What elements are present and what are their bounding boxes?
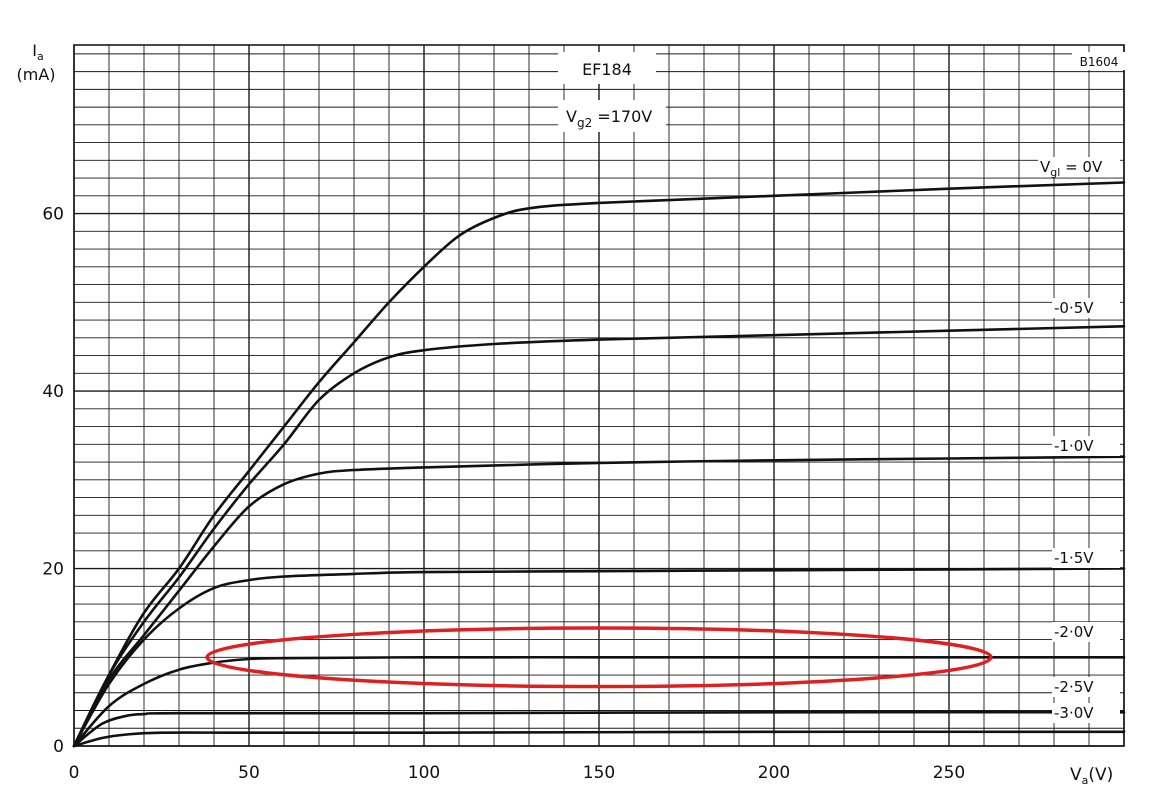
y-axis-label: Ia: [32, 41, 43, 63]
x-tick-label: 250: [933, 763, 965, 783]
curve-label: -1·0V: [1054, 437, 1094, 455]
curve-0: [72, 181, 1126, 748]
grid: [73, 44, 1125, 747]
highlight-ellipse: [205, 626, 993, 689]
x-tick-label: 150: [583, 763, 615, 783]
curve-labels: Vgl = 0V -0·5V -1·0V -1·5V -2·0V -2·5V -3·0V: [1038, 157, 1120, 723]
y-tick-label: 20: [42, 560, 64, 580]
y-tick-label: 0: [53, 737, 64, 757]
condition-box: [558, 100, 666, 132]
title-box: [558, 52, 656, 84]
curve-label: -0·5V: [1054, 299, 1094, 317]
x-tick-label: 200: [758, 763, 790, 783]
curve-label-bg: [1052, 298, 1120, 318]
x-tick-label: 50: [238, 763, 260, 783]
y-tick-label: 60: [42, 205, 64, 225]
curve-label: -2·5V: [1054, 678, 1094, 696]
curve-label-bg: [1052, 436, 1120, 456]
curve-5: [72, 710, 1126, 748]
x-tick-label: 100: [408, 763, 440, 783]
figure-code-box: [1072, 52, 1126, 70]
curve-label-bg: [1052, 677, 1120, 697]
x-axis-label: Va(V): [1070, 765, 1113, 787]
axis-ticks: 0 50 100 150 200 250 0 20 40 60: [42, 205, 965, 783]
curve-1: [72, 325, 1126, 748]
curves: [72, 181, 1126, 748]
curve-label-bg: [1052, 622, 1120, 642]
y-axis-unit: (mA): [16, 65, 55, 84]
curve-label-bg: [1038, 157, 1120, 177]
y-tick-label: 40: [42, 382, 64, 402]
annotations: [205, 626, 993, 689]
curve-label-bg: [1052, 703, 1120, 723]
curve-3: [72, 567, 1126, 748]
curve-label-bg: [1052, 548, 1120, 568]
curve-label: Vgl = 0V: [1040, 158, 1103, 179]
x-tick-label: 0: [69, 763, 80, 783]
curve-6: [72, 730, 1126, 748]
condition-label: Vg2 =170V: [566, 107, 652, 130]
curve-label: -3·0V: [1054, 704, 1094, 722]
curve-label: -2·0V: [1054, 623, 1094, 641]
curve-4: [72, 655, 1126, 748]
curve-label: -1·5V: [1054, 549, 1094, 567]
curve-2: [72, 455, 1126, 748]
figure-code: B1604: [1080, 55, 1119, 69]
chart-title: EF184: [582, 60, 632, 79]
